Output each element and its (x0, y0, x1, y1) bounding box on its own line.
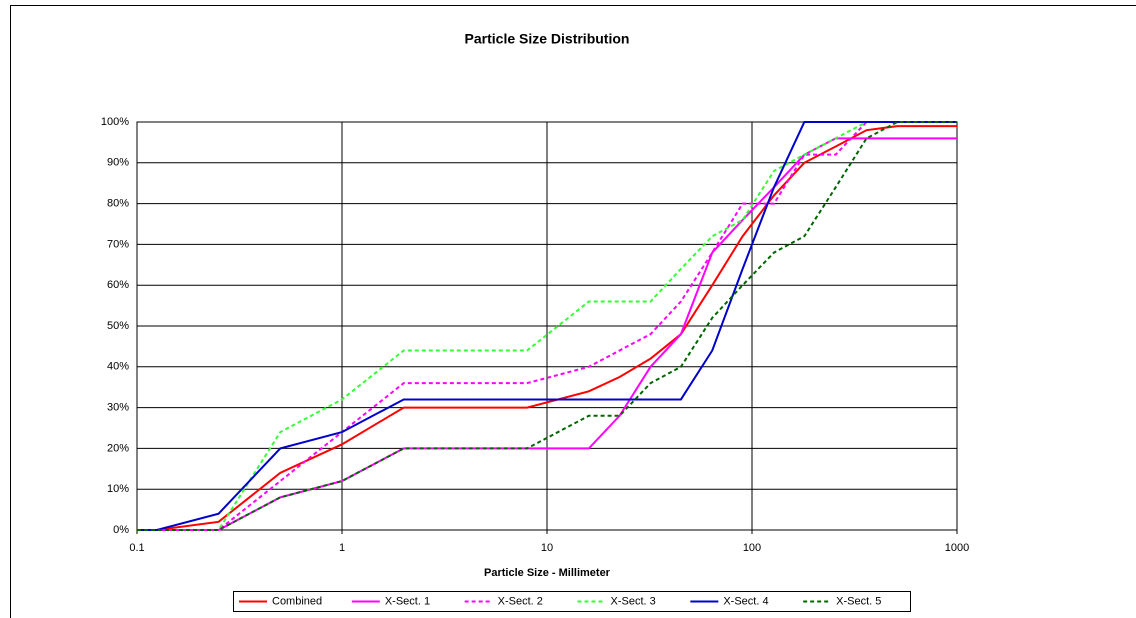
chart-title: Particle Size Distribution (465, 31, 630, 47)
series-line (137, 125, 957, 531)
y-tick-label: 70% (107, 238, 129, 250)
y-tick-label: 60% (107, 279, 129, 291)
legend-label: X-Sect. 5 (836, 595, 881, 607)
chart-frame (10, 5, 1136, 618)
legend-label: Combined (272, 595, 322, 607)
legend-label: X-Sect. 3 (611, 595, 656, 607)
y-tick-label: 100% (101, 116, 129, 128)
legend-box (233, 591, 911, 612)
legend-label: X-Sect. 4 (723, 595, 768, 607)
y-tick-label: 30% (107, 402, 129, 414)
series-line (137, 121, 957, 531)
y-tick-label: 10% (107, 483, 129, 495)
y-tick-label: 50% (107, 320, 129, 332)
x-tick-label: 1000 (945, 542, 969, 554)
x-tick-label: 10 (541, 542, 553, 554)
legend-label: X-Sect. 2 (498, 595, 543, 607)
plot-area (136, 121, 958, 531)
x-tick-label: 100 (743, 542, 761, 554)
y-tick-label: 20% (107, 442, 129, 454)
y-tick-label: 0% (113, 524, 129, 536)
y-tick-label: 90% (107, 157, 129, 169)
series-line (137, 121, 957, 531)
y-tick-label: 80% (107, 198, 129, 210)
legend-label: X-Sect. 1 (385, 595, 430, 607)
y-tick-label: 40% (107, 361, 129, 373)
x-tick-label: 1 (339, 542, 345, 554)
series-line (137, 121, 957, 531)
x-tick-label: 0.1 (129, 542, 144, 554)
series-line (137, 121, 957, 531)
x-axis-label: Particle Size - Millimeter (484, 567, 611, 579)
